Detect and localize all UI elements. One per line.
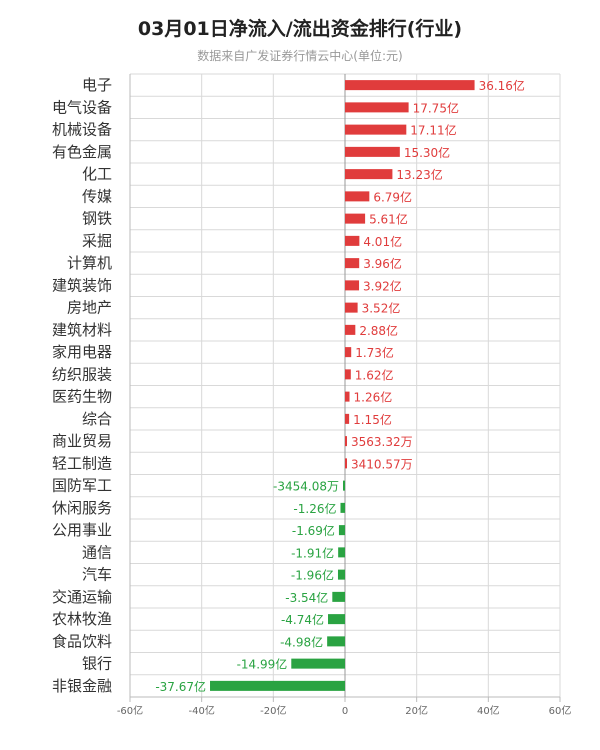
value-label: 17.11亿 bbox=[410, 123, 456, 138]
category-label: 国防军工 bbox=[52, 477, 112, 495]
category-label: 公用事业 bbox=[52, 521, 112, 539]
x-tick-label: -40亿 bbox=[188, 704, 214, 717]
inflow-bar bbox=[345, 124, 407, 135]
inflow-bar bbox=[345, 347, 352, 358]
value-label: 1.62亿 bbox=[355, 367, 394, 382]
value-label: -1.26亿 bbox=[293, 501, 336, 516]
value-label: 15.30亿 bbox=[404, 145, 450, 160]
value-label: 6.79亿 bbox=[373, 189, 412, 204]
value-label: -37.67亿 bbox=[155, 679, 206, 694]
inflow-bar bbox=[345, 80, 475, 91]
value-label: -1.91亿 bbox=[291, 545, 334, 560]
outflow-bar bbox=[337, 569, 345, 580]
value-label: -4.98亿 bbox=[280, 634, 323, 649]
category-label: 电子 bbox=[82, 76, 112, 94]
inflow-bar bbox=[345, 369, 351, 380]
category-label: 商业贸易 bbox=[52, 432, 112, 450]
x-tick-label: 20亿 bbox=[405, 704, 428, 717]
category-label: 有色金属 bbox=[52, 143, 112, 161]
x-tick-label: 60亿 bbox=[549, 704, 572, 717]
category-label: 化工 bbox=[82, 165, 112, 183]
inflow-bar bbox=[345, 235, 360, 246]
outflow-bar bbox=[327, 636, 345, 647]
value-label: 13.23亿 bbox=[396, 167, 442, 182]
category-label: 计算机 bbox=[67, 254, 112, 272]
x-tick-label: 40亿 bbox=[477, 704, 500, 717]
inflow-bar bbox=[345, 458, 347, 469]
x-tick-label: 0 bbox=[342, 706, 348, 717]
x-tick-label: -60亿 bbox=[117, 704, 143, 717]
category-label: 电气设备 bbox=[52, 98, 112, 116]
value-label: 3.96亿 bbox=[363, 256, 402, 271]
category-label: 房地产 bbox=[67, 299, 112, 317]
inflow-bar bbox=[345, 102, 409, 113]
inflow-bar bbox=[345, 436, 347, 447]
grid-layer: -60亿 -40亿 -20亿 0 20亿 40亿 60亿 bbox=[117, 73, 572, 717]
inflow-bar bbox=[345, 146, 400, 157]
inflow-bar bbox=[345, 191, 370, 202]
inflow-bar bbox=[345, 258, 360, 269]
outflow-bar bbox=[338, 547, 345, 558]
value-label: 3.52亿 bbox=[362, 301, 401, 316]
value-label: -3454.08万 bbox=[273, 480, 339, 494]
value-label: -3.54亿 bbox=[285, 590, 328, 605]
value-label: 3410.57万 bbox=[351, 457, 413, 471]
value-label: -1.96亿 bbox=[291, 568, 334, 583]
category-label: 农林牧渔 bbox=[52, 610, 112, 628]
bar-layer bbox=[210, 80, 475, 691]
outflow-bar bbox=[291, 658, 345, 669]
category-label: 传媒 bbox=[82, 187, 112, 205]
inflow-bar bbox=[345, 413, 350, 424]
outflow-bar bbox=[328, 614, 345, 625]
category-label: 银行 bbox=[82, 655, 112, 673]
category-label: 食品饮料 bbox=[52, 632, 112, 650]
outflow-bar bbox=[332, 591, 345, 602]
category-label: 家用电器 bbox=[52, 343, 112, 361]
inflow-bar bbox=[345, 302, 358, 313]
value-label: 36.16亿 bbox=[479, 78, 525, 93]
value-label: -14.99亿 bbox=[237, 657, 288, 672]
value-label: 1.15亿 bbox=[353, 412, 392, 427]
category-label: 建筑装饰 bbox=[52, 276, 112, 294]
category-label: 汽车 bbox=[82, 566, 112, 584]
category-label: 交通运输 bbox=[52, 588, 112, 606]
inflow-bar bbox=[345, 169, 393, 180]
chart-subtitle: 数据来自广发证券行情云中心(单位:元) bbox=[197, 49, 403, 63]
category-label: 非银金融 bbox=[52, 677, 112, 695]
value-label: 17.75亿 bbox=[413, 100, 459, 115]
inflow-bar bbox=[345, 280, 360, 291]
value-label: 4.01亿 bbox=[363, 234, 402, 249]
chart-title: 03月01日净流入/流出资金排行(行业) bbox=[137, 18, 463, 40]
inflow-bar bbox=[345, 391, 350, 402]
category-label: 纺织服装 bbox=[52, 365, 112, 383]
outflow-bar bbox=[210, 680, 345, 691]
value-label: 3563.32万 bbox=[351, 435, 413, 449]
category-label: 采掘 bbox=[82, 232, 112, 250]
value-label: 2.88亿 bbox=[359, 323, 398, 338]
value-label: 3.92亿 bbox=[363, 278, 402, 293]
outflow-bar bbox=[343, 480, 345, 491]
value-label: 1.73亿 bbox=[355, 345, 394, 360]
value-label: -4.74亿 bbox=[281, 612, 324, 627]
inflow-bar bbox=[345, 213, 366, 224]
category-label: 轻工制造 bbox=[52, 454, 112, 472]
category-label: 综合 bbox=[82, 410, 112, 428]
value-label: -1.69亿 bbox=[292, 523, 335, 538]
value-label: 5.61亿 bbox=[369, 212, 408, 227]
inflow-bar bbox=[345, 324, 356, 335]
outflow-bar bbox=[338, 525, 345, 536]
category-label: 机械设备 bbox=[52, 121, 112, 139]
outflow-bar bbox=[340, 502, 345, 513]
category-label: 医药生物 bbox=[52, 388, 112, 406]
value-label: 1.26亿 bbox=[354, 390, 393, 405]
category-label: 通信 bbox=[82, 543, 112, 561]
x-tick-label: -20亿 bbox=[260, 704, 286, 717]
category-label: 建筑材料 bbox=[52, 321, 112, 339]
category-label: 休闲服务 bbox=[52, 499, 112, 517]
category-label: 钢铁 bbox=[82, 210, 112, 228]
